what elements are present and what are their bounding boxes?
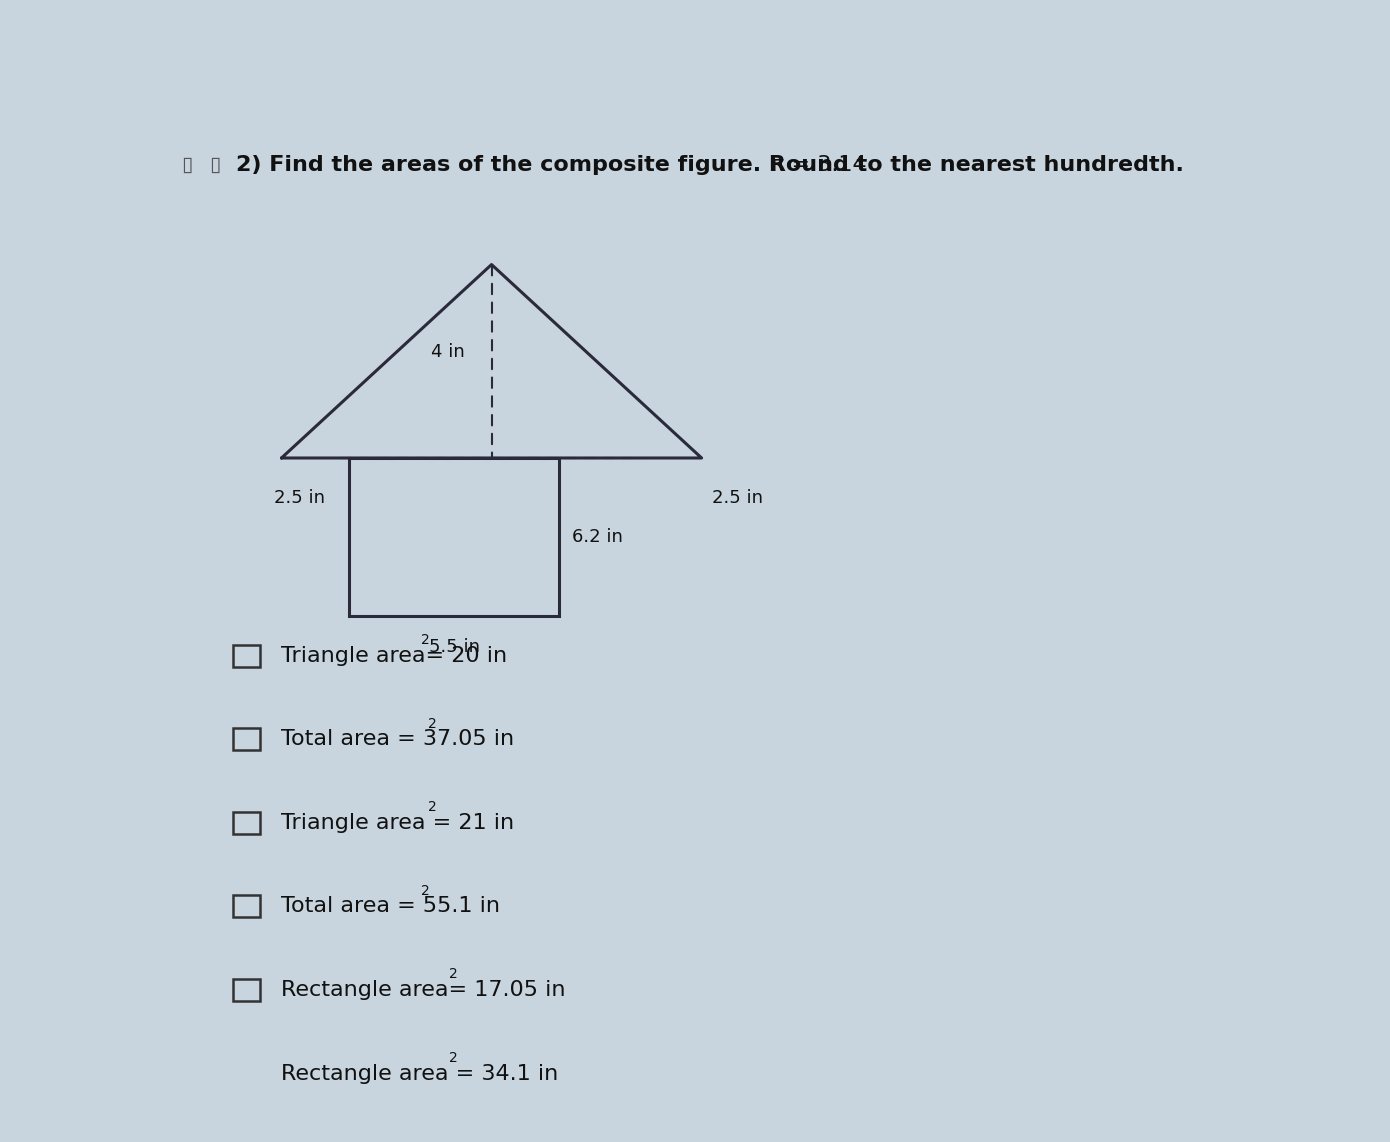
Text: 2: 2	[428, 801, 436, 814]
Text: 2) Find the areas of the composite figure. Round to the nearest hundredth.: 2) Find the areas of the composite figur…	[236, 155, 1184, 175]
Text: 2: 2	[449, 1051, 457, 1064]
Bar	[234, 979, 260, 1002]
Text: Triangle area= 20 in: Triangle area= 20 in	[281, 646, 507, 666]
Bar	[234, 1062, 260, 1085]
Text: 4 in: 4 in	[431, 344, 464, 362]
Text: Total area = 37.05 in: Total area = 37.05 in	[281, 730, 514, 749]
Bar	[234, 895, 260, 917]
Bar	[349, 458, 559, 617]
Text: 2.5 in: 2.5 in	[713, 489, 763, 507]
Text: Triangle area = 21 in: Triangle area = 21 in	[281, 813, 514, 833]
Bar	[234, 645, 260, 667]
Text: ▯: ▯	[208, 155, 221, 175]
Text: 2: 2	[421, 884, 430, 898]
Text: Rectangle area = 34.1 in: Rectangle area = 34.1 in	[281, 1063, 559, 1084]
Text: π = 3.14: π = 3.14	[765, 155, 866, 175]
Text: 2: 2	[428, 716, 436, 731]
Text: 2: 2	[449, 967, 457, 981]
Text: 6.2 in: 6.2 in	[573, 528, 623, 546]
Text: ▯: ▯	[181, 155, 192, 175]
Text: Total area = 55.1 in: Total area = 55.1 in	[281, 896, 500, 917]
Text: Rectangle area= 17.05 in: Rectangle area= 17.05 in	[281, 980, 566, 1000]
Bar	[234, 812, 260, 834]
Text: 2.5 in: 2.5 in	[274, 489, 325, 507]
Text: 5.5 in: 5.5 in	[430, 638, 480, 657]
Text: 2: 2	[421, 633, 430, 648]
Bar	[234, 729, 260, 750]
